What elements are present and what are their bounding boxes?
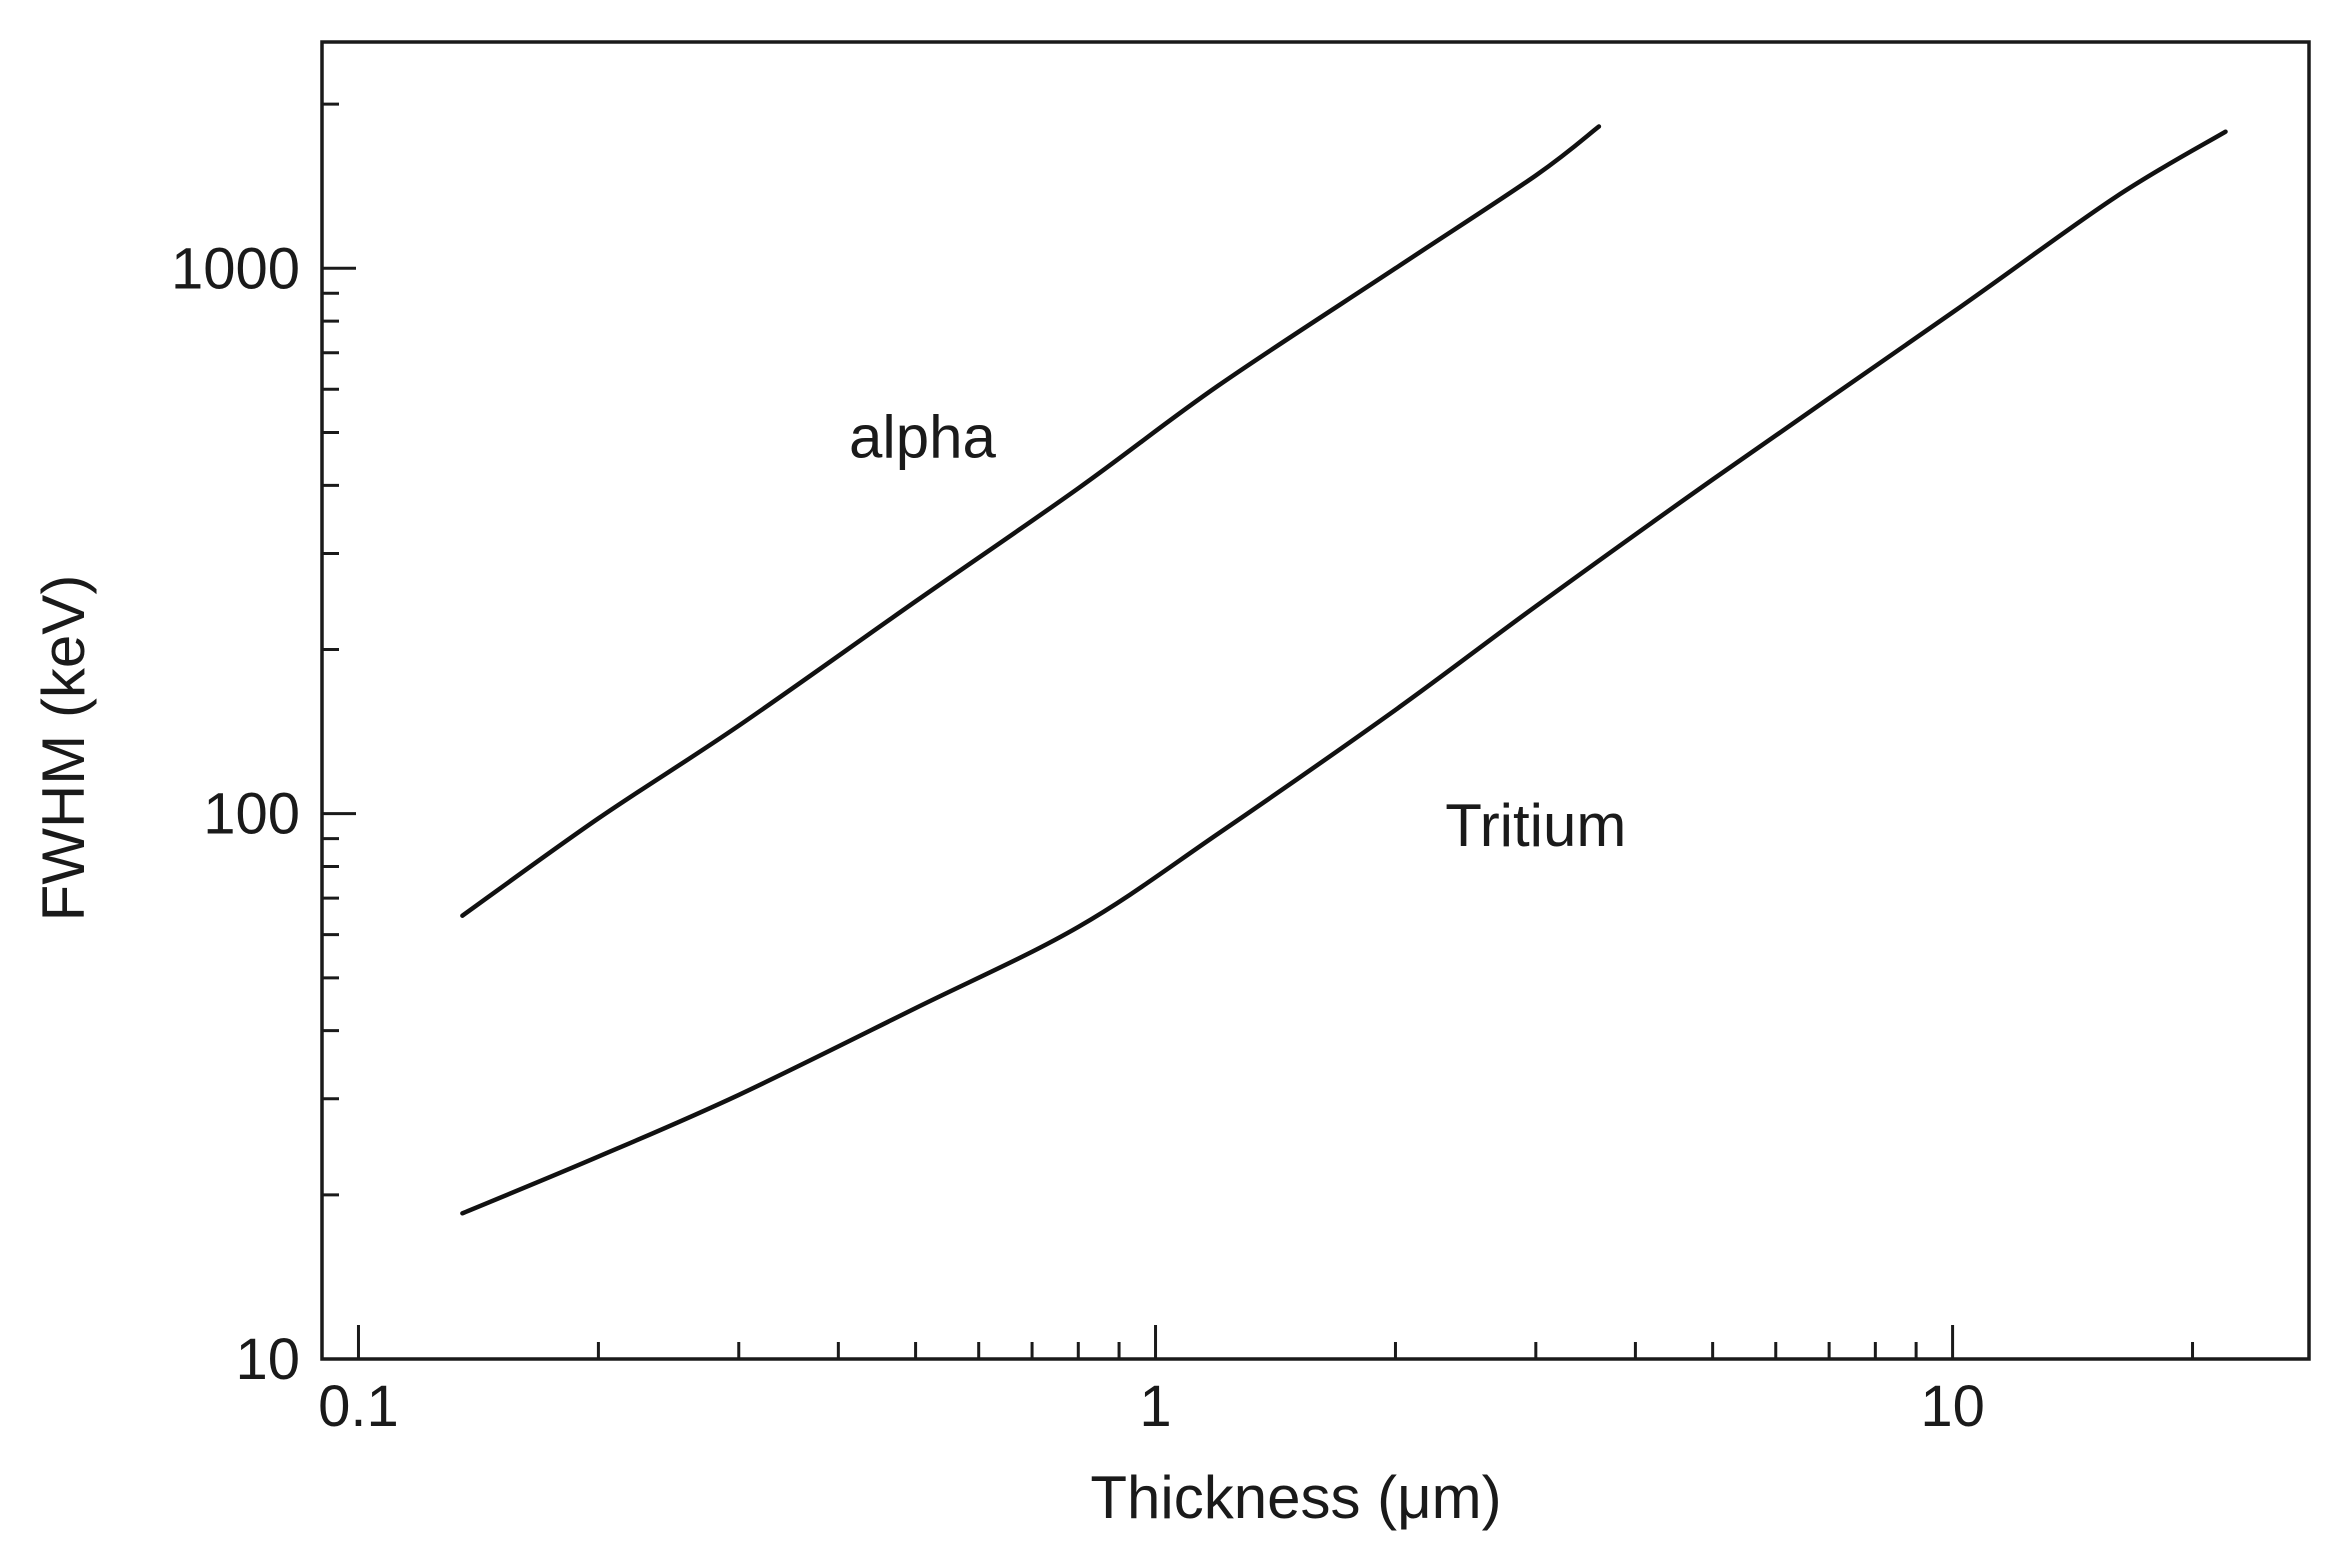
y-tick-label: 1000 — [171, 236, 300, 301]
y-tick-label: 100 — [203, 782, 300, 847]
series-labels: alpha Tritium — [849, 403, 1626, 859]
x-tick-labels: 0.1 1 10 — [318, 1374, 1985, 1439]
x-tick-label: 10 — [1920, 1374, 1985, 1439]
y-axis-title: FWHM (keV) — [30, 575, 97, 922]
plot-frame — [320, 40, 2311, 1361]
x-tick-label: 0.1 — [318, 1374, 399, 1439]
y-tick-labels: 10 100 1000 — [171, 236, 300, 1392]
major-ticks — [322, 266, 1955, 1361]
series-lines — [460, 124, 2228, 1216]
series-label-tritium: Tritium — [1445, 792, 1626, 859]
series-label-alpha: alpha — [849, 403, 996, 470]
minor-ticks — [322, 102, 2195, 1359]
y-tick-label: 10 — [235, 1327, 300, 1392]
x-axis-title: Thickness (μm) — [1090, 1464, 1501, 1531]
x-tick-label: 1 — [1139, 1374, 1171, 1439]
series-line-tritium — [460, 129, 2228, 1216]
series-line-alpha — [460, 124, 1602, 918]
